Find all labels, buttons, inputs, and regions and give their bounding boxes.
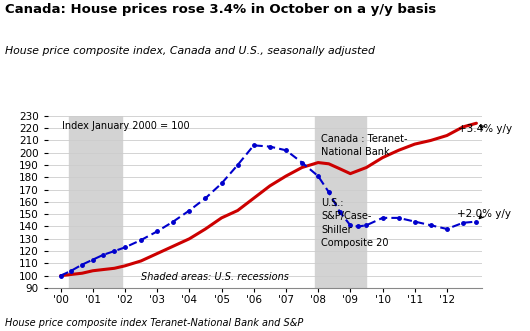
Text: Canada : Teranet-
National Bank: Canada : Teranet- National Bank — [321, 134, 408, 158]
Bar — [315, 116, 366, 288]
Text: House price composite index Teranet-National Bank and S&P: House price composite index Teranet-Nati… — [5, 318, 304, 328]
Text: U.S.:
S&P/Case-
Shiller
Composite 20: U.S.: S&P/Case- Shiller Composite 20 — [321, 198, 389, 248]
Text: +3.4% y/y: +3.4% y/y — [458, 124, 513, 134]
Text: Index January 2000 = 100: Index January 2000 = 100 — [62, 121, 190, 131]
Bar — [68, 116, 122, 288]
Text: Canada: House prices rose 3.4% in October on a y/y basis: Canada: House prices rose 3.4% in Octobe… — [5, 3, 437, 16]
Text: +2.0% y/y: +2.0% y/y — [456, 209, 510, 219]
Text: House price composite index, Canada and U.S., seasonally adjusted: House price composite index, Canada and … — [5, 46, 375, 56]
Text: Shaded areas: U.S. recessions: Shaded areas: U.S. recessions — [141, 272, 289, 282]
